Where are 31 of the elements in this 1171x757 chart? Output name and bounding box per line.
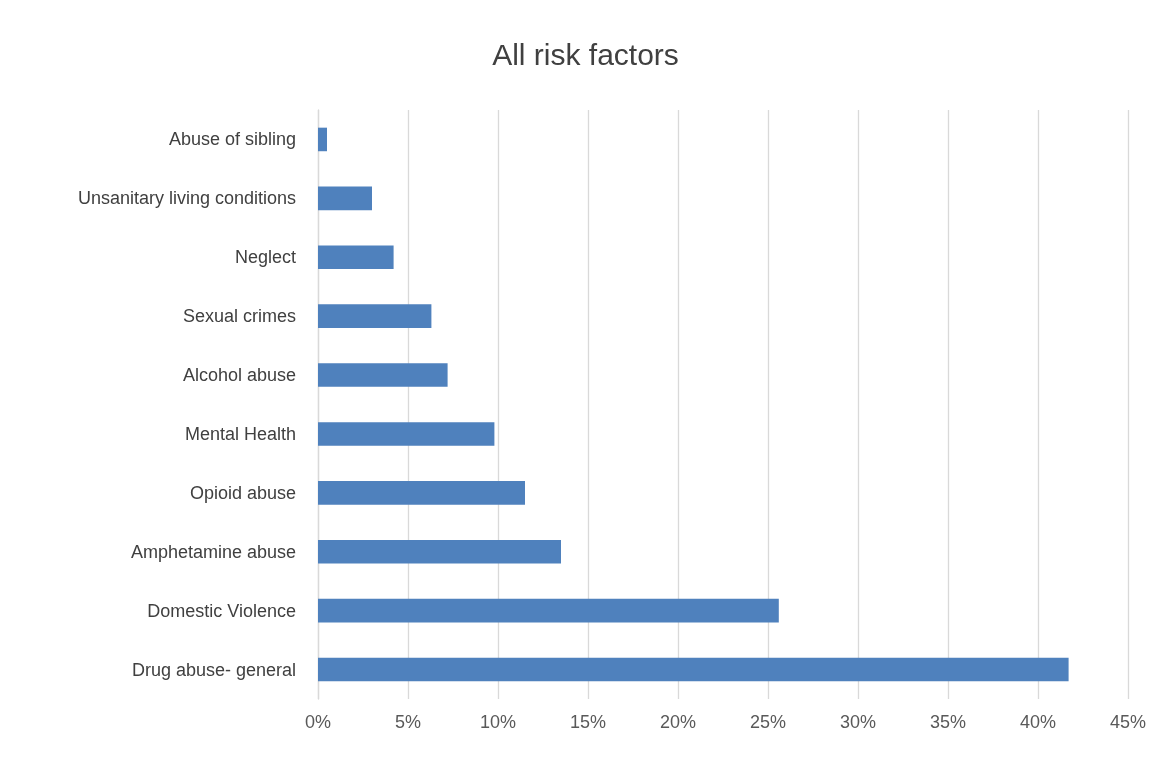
x-tick-label: 40% bbox=[1019, 712, 1057, 732]
y-tick-label: Opioid abuse bbox=[189, 482, 296, 503]
y-tick-label: Sexual crimes bbox=[182, 306, 296, 327]
bar bbox=[318, 657, 1069, 682]
bar bbox=[318, 186, 372, 211]
bar bbox=[318, 481, 525, 505]
x-tick-label: 25% bbox=[749, 712, 787, 732]
x-tick-label: 20% bbox=[659, 712, 697, 732]
bar bbox=[318, 127, 327, 152]
x-tick-label: 35% bbox=[929, 712, 967, 732]
bar bbox=[318, 363, 448, 387]
bar bbox=[318, 304, 432, 328]
bar bbox=[318, 245, 394, 270]
y-tick-label: Mental Health bbox=[184, 423, 296, 444]
y-tick-label: Neglect bbox=[234, 247, 296, 268]
bar bbox=[318, 539, 561, 564]
x-tick-label: 15% bbox=[569, 712, 607, 732]
x-tick-label: 45% bbox=[1109, 712, 1147, 732]
y-tick-label: Amphetamine abuse bbox=[130, 541, 296, 562]
y-tick-label: Drug abuse- general bbox=[131, 659, 296, 680]
bar bbox=[318, 598, 779, 623]
y-tick-label: Alcohol abuse bbox=[182, 365, 296, 386]
y-tick-label: Unsanitary living conditions bbox=[77, 188, 296, 209]
x-tick-label: 10% bbox=[479, 712, 517, 732]
chart-title: All risk factors bbox=[492, 37, 679, 71]
bar bbox=[318, 422, 495, 446]
y-tick-label: Abuse of sibling bbox=[168, 129, 296, 150]
y-tick-label: Domestic Violence bbox=[147, 600, 296, 621]
x-tick-label: 5% bbox=[394, 712, 422, 732]
x-tick-label: 0% bbox=[304, 712, 332, 732]
x-tick-label: 30% bbox=[839, 712, 877, 732]
